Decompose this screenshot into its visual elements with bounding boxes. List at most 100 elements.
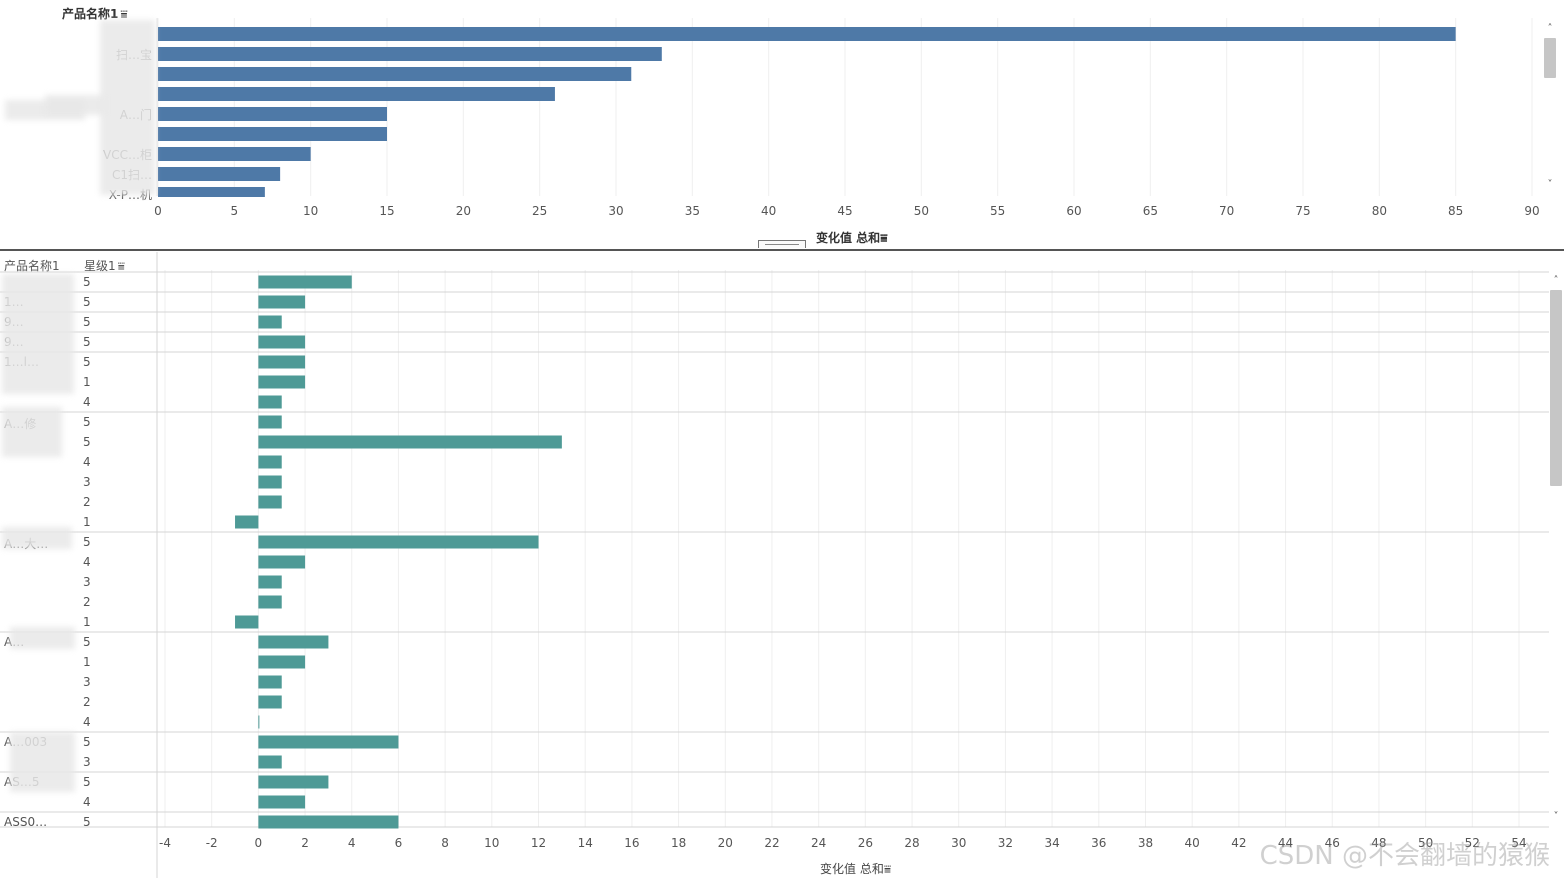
top-x-tick-label: 70: [1219, 204, 1235, 218]
star-level-label[interactable]: 3: [83, 475, 91, 489]
bottom-x-tick-label: 6: [394, 836, 403, 850]
star-level-label[interactable]: 3: [83, 755, 91, 769]
bottom-bar: [258, 435, 562, 449]
bottom-x-tick-label: 32: [997, 836, 1014, 850]
star-level-label[interactable]: 4: [83, 715, 91, 729]
watermark: CSDN @不会翻墙的猿猴: [1259, 841, 1550, 871]
top-x-tick-label: 35: [684, 204, 700, 218]
scroll-down-arrow-icon[interactable]: ˅: [1547, 179, 1553, 190]
top-x-tick-label: 50: [913, 204, 929, 218]
bottom-bar: [258, 375, 306, 389]
bottom-bar: [258, 335, 306, 349]
bottom-row-header-product[interactable]: 产品名称1: [4, 257, 60, 274]
redacted-label-blur: [2, 407, 62, 457]
star-level-label[interactable]: 5: [83, 335, 91, 349]
scroll-up-arrow-icon[interactable]: ˄: [1547, 23, 1553, 34]
bottom-x-tick-label: 50: [1417, 836, 1434, 850]
bottom-row-header-product-label: 产品名称1: [4, 259, 60, 273]
bottom-x-tick-label: 28: [904, 836, 920, 850]
star-level-label[interactable]: 5: [83, 275, 91, 289]
bottom-scroll-thumb[interactable]: [1550, 290, 1562, 486]
top-row-header[interactable]: 产品名称1 ⩸: [62, 5, 128, 22]
star-level-label[interactable]: 2: [83, 695, 91, 709]
bottom-bar: [258, 555, 306, 569]
pane-splitter-handle[interactable]: [758, 240, 806, 248]
bottom-x-tick-label: 4: [347, 836, 356, 850]
bottom-x-tick-label: 24: [811, 836, 827, 850]
star-level-label[interactable]: 5: [83, 535, 91, 549]
star-level-label[interactable]: 1: [83, 655, 91, 669]
product-group-label[interactable]: ASS0…: [4, 815, 48, 829]
star-level-label[interactable]: 1: [83, 615, 91, 629]
top-bar: [158, 87, 555, 101]
bottom-vertical-scrollbar[interactable]: ˄ ˅: [1549, 274, 1563, 826]
bottom-row-header-star[interactable]: 星级1 ⩸: [84, 257, 125, 274]
top-x-tick-label: 10: [303, 204, 319, 218]
star-level-label[interactable]: 5: [83, 435, 91, 449]
bottom-x-tick-label: 46: [1324, 836, 1340, 850]
bottom-x-axis-title[interactable]: 变化值 总和⩸: [820, 860, 891, 877]
star-level-label[interactable]: 4: [83, 795, 91, 809]
star-level-label[interactable]: 3: [83, 675, 91, 689]
star-level-label[interactable]: 4: [83, 455, 91, 469]
star-level-label[interactable]: 1: [83, 375, 91, 389]
bottom-bar: [258, 795, 306, 809]
star-level-label[interactable]: 5: [83, 295, 91, 309]
top-x-tick-label: 60: [1066, 204, 1082, 218]
top-plot: [156, 18, 1533, 197]
star-level-label[interactable]: 5: [83, 815, 91, 829]
top-bar: [158, 47, 662, 61]
bottom-bar: [258, 775, 329, 789]
star-level-label[interactable]: 1: [83, 515, 91, 529]
bottom-bar: [235, 615, 259, 629]
top-x-tick-label: 0: [154, 204, 162, 218]
top-vertical-scrollbar[interactable]: ˄ ˅: [1543, 22, 1557, 194]
star-level-label[interactable]: 5: [83, 415, 91, 429]
sort-descending-icon[interactable]: ⩸: [880, 231, 888, 245]
top-bar: [158, 27, 1456, 41]
bottom-bar: [258, 655, 306, 669]
bottom-bar: [258, 735, 399, 749]
star-level-label[interactable]: 2: [83, 595, 91, 609]
sort-descending-icon[interactable]: ⩸: [120, 7, 128, 21]
star-level-label[interactable]: 5: [83, 775, 91, 789]
scroll-up-arrow-icon[interactable]: ˄: [1553, 275, 1559, 286]
top-x-tick-label: 15: [379, 204, 395, 218]
top-x-tick-label: 80: [1371, 204, 1387, 218]
star-level-label[interactable]: 5: [83, 355, 91, 369]
redacted-label-blur: [10, 627, 75, 649]
bottom-x-tick-label: 22: [764, 836, 780, 850]
star-level-label[interactable]: 5: [83, 635, 91, 649]
bottom-x-tick-label: 38: [1137, 836, 1154, 850]
bottom-x-tick-label: 26: [857, 836, 873, 850]
sort-descending-icon[interactable]: ⩸: [883, 862, 892, 876]
star-level-label[interactable]: 2: [83, 495, 91, 509]
bottom-bar: [258, 535, 539, 549]
star-level-label[interactable]: 5: [83, 315, 91, 329]
top-scroll-thumb[interactable]: [1544, 38, 1556, 78]
bottom-x-tick-label: 18: [670, 836, 687, 850]
star-level-label[interactable]: 4: [83, 395, 91, 409]
top-bar: [158, 127, 387, 141]
top-row-header-label: 产品名称1: [62, 7, 119, 21]
top-x-axis-title[interactable]: 变化值 总和⩸: [816, 229, 887, 246]
top-x-tick-label: 85: [1448, 204, 1464, 218]
bottom-x-tick-label: 36: [1091, 836, 1107, 850]
bottom-x-tick-label: 16: [624, 836, 640, 850]
bottom-x-tick-label: -2: [205, 836, 218, 850]
top-x-tick-label: 25: [532, 204, 548, 218]
redacted-label-blur: [45, 95, 105, 115]
bottom-x-axis-title-text: 变化值 总和: [820, 862, 884, 876]
bottom-bar: [258, 695, 282, 709]
top-x-tick-label: 65: [1142, 204, 1158, 218]
sort-descending-icon[interactable]: ⩸: [117, 259, 125, 273]
bottom-x-tick-label: 14: [577, 836, 593, 850]
scroll-down-arrow-icon[interactable]: ˅: [1553, 811, 1559, 822]
bottom-chart: 产品名称1 星级1⩸ 51…59…59…51…l…514A…修554321A…大…: [0, 252, 1564, 878]
star-level-label[interactable]: 5: [83, 735, 91, 749]
top-x-tick-label: 45: [837, 204, 853, 218]
star-level-label[interactable]: 4: [83, 555, 91, 569]
bottom-bar: [258, 355, 306, 369]
top-bar: [158, 167, 281, 181]
star-level-label[interactable]: 3: [83, 575, 91, 589]
